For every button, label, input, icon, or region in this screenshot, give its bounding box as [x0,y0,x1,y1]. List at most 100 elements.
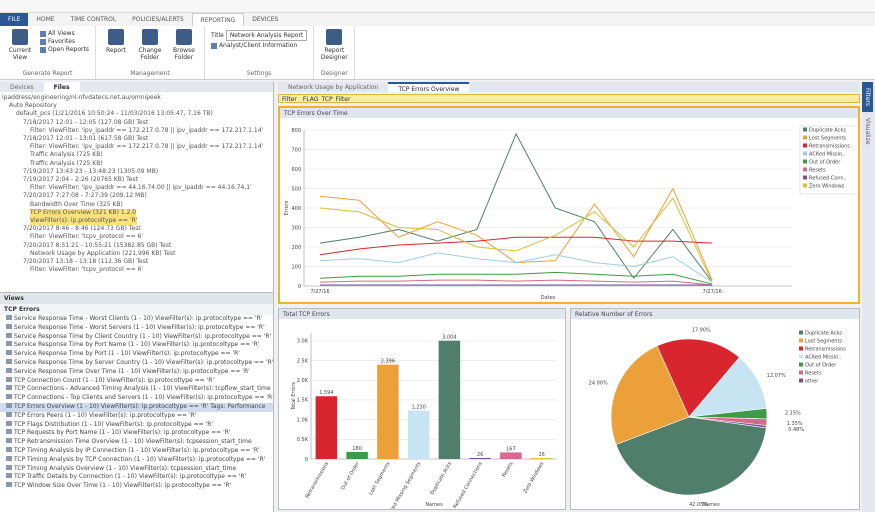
tree-label: Network Usage by Application (221,996 KB… [30,249,176,257]
menu-tab[interactable]: FILE [0,13,29,26]
tree-row[interactable]: Traffic Analysis (725 KB) [2,151,271,159]
ribbon: Generate Report Current View All Views Favo… [0,26,875,80]
ribbon-button[interactable]: Change Folder [136,29,164,61]
view-row[interactable]: Service Response Time by Port Name (1 - … [0,341,273,350]
doc-tab[interactable]: TCP Errors Overview [388,82,470,92]
tree-label: ViewFilter(s): ip.protocoltype == 'R' [30,217,138,226]
tree-label: Filter: ViewFilter: 'ipv_ipaddr == 172.2… [30,143,264,151]
view-row[interactable]: TCP Timing Analysis by TCP Connection (1… [0,455,273,465]
view-label: TCP Window Size Over Time (1 - 10) ViewF… [14,482,232,490]
view-row[interactable]: TCP Retransmission Time Overview (1 - 10… [0,438,273,447]
value-label: 12.07% [767,373,786,379]
tree-row[interactable]: ipaddress/engineering/nl-nfvdatecs.net.a… [2,94,271,102]
tree-row[interactable]: Filter: ViewFilter: 'ipv_ipaddr == 172.2… [2,127,271,135]
title-row: Title Network Analysis Report [211,30,308,41]
tree-label: 7/19/2017 2:04 - 2:26 (20765 KB) Test [23,176,138,184]
view-row[interactable]: TCP Window Size Over Time (1 - 10) ViewF… [0,482,273,491]
tree-row[interactable]: Network Usage by Application (221,996 KB… [2,250,271,258]
view-row[interactable]: Service Response Time by Client Country … [0,332,273,342]
doc-tab[interactable]: Network Usage by Application [288,84,379,91]
legend-label: Resets [809,168,826,174]
view-row[interactable]: TCP Connections - Top Clients and Server… [0,394,273,403]
x-tick-label: 7/27/16 [310,289,329,295]
panel-title: Relative Number of Errors [571,309,859,319]
tree-row[interactable]: 7/20/2017 13:18 - 13:18 (112.36 GB) Test [2,258,271,266]
tree-row[interactable]: default_pcs (1/21/2016 10:50:24 - 11/03/… [2,110,271,118]
y-tick-label: 0 [305,457,308,463]
icon [6,341,12,347]
view-row[interactable]: TCP Flags Distribution (1 - 10) ViewFilt… [0,420,273,430]
y-tick-label: 100 [291,264,301,270]
view-row[interactable]: TCP Connections - Advanced Timing Analys… [0,385,273,394]
series-line [319,236,713,256]
title-field[interactable]: Network Analysis Report [225,30,308,41]
side-tab[interactable]: Visualize [864,118,871,145]
left-tab[interactable]: Files [43,82,80,92]
menu-tab[interactable]: REPORTING [191,13,245,26]
value-label: 1.35% [787,421,803,427]
line-panel: TCP Errors Over Time 0 100 200 300 400 500 600… [278,106,860,304]
view-row[interactable]: TCP Errors Overview (1 - 10) ViewFilter(… [0,402,273,412]
view-row[interactable]: Service Response Time - Worst Clients (1… [0,315,273,324]
menu-tab[interactable]: TIME CONTROL [70,16,117,23]
icon [175,29,192,45]
ribbon-button[interactable]: Current View [6,29,34,61]
ribbon-group: Designer Report Designer [314,26,356,79]
side-tab[interactable]: Filters [862,82,873,112]
legend-swatch [799,338,803,343]
view-row[interactable]: Service Response Time by Port (1 - 10) V… [0,350,273,359]
menu-tab[interactable]: DEVICES [252,16,279,23]
tree-row[interactable]: Traffic Analysis (725 KB) [2,160,271,168]
tree-row[interactable]: 7/18/2017 12:01 - 13:01 (617.58 GB) Test [2,135,271,143]
group-name: Management [130,70,170,77]
ribbon-button[interactable]: Report [102,29,130,54]
tree-row[interactable]: Filter: ViewFilter: 'ipv_ipaddr == 172.2… [2,143,271,151]
tree-row[interactable]: 7/19/2017 13:43:23 - 13:48:23 (1305.09 M… [2,168,271,176]
pie-slice [688,357,767,418]
legend-label: Retransmissions [809,144,850,150]
button-label: Report Designer [320,47,348,61]
view-row[interactable]: TCP Traffic Details by Connection (1 - 1… [0,473,273,482]
bar [315,396,338,459]
y-tick-label: 2.0K [297,378,309,384]
view-row[interactable]: Service Response Time - Worst Servers (1… [0,323,273,333]
tree-row[interactable]: 7/20/2017 8:46 - 8:46 (124.73 GB) Test [2,225,271,233]
tree-row[interactable]: 7/20/2017 7:27:08 - 7:27:39 (209.12 MB) [2,192,271,200]
tree-row[interactable]: Filter: ViewFilter: 'ipv_ipaddr == 44.16… [2,184,271,192]
filter-value: FLAG_TCP_Filter [302,96,351,103]
ribbon-group: Management Report Change Folder Browse Fold… [96,26,205,79]
tree-row[interactable]: Filter: ViewFilter: 'tcpv_protocol == 6' [2,266,271,274]
icon [107,29,124,45]
tree-row[interactable]: 7/20/2017 8:51:21 - 10:55:21 (15382.85 G… [2,242,271,250]
tree-row[interactable]: Filter: ViewFilter: 'tcpv_protocol == 6' [2,233,271,241]
tree-row[interactable]: ViewFilter(s): ip.protocoltype == 'R' [2,217,271,226]
small-button[interactable]: Favorites [40,38,89,45]
tree-row[interactable]: Bandwidth Over Time (325 KB) [2,201,271,209]
tree-row[interactable]: TCP Errors Overview (321 KB) 1.2.0 [2,208,271,218]
left-tab[interactable]: Devices [10,84,34,91]
y-axis-label: Errors [284,200,290,215]
ribbon-button[interactable]: Report Designer [320,29,348,61]
value-label: 2.15% [785,410,801,416]
small-button[interactable]: Open Reports [40,46,89,53]
tree-row[interactable]: Auto Repository [2,102,271,110]
value-label: 1,594 [319,390,333,396]
small-button[interactable]: Analyst/Client Information [210,42,307,49]
ribbon-button[interactable]: Browse Folder [170,29,198,61]
view-row[interactable]: TCP Requests by Port Name (1 - 10) ViewF… [0,429,273,438]
view-row[interactable]: TCP Timing Analysis by IP Connection (1 … [0,446,273,456]
tree-row[interactable]: 7/19/2017 2:04 - 2:26 (20765 KB) Test [2,176,271,184]
menu-tab[interactable]: HOME [36,16,55,23]
legend-swatch [803,175,807,180]
legend-swatch [799,346,803,351]
y-tick-label: 500 [291,186,301,192]
tree-row[interactable]: 7/18/2017 12:01 - 12:05 (127.08 GB) Test [2,119,271,127]
menu-tab[interactable]: POLICIES/ALERTS [132,16,184,23]
view-row[interactable]: TCP Errors Peers (1 - 10) ViewFilter(s):… [0,411,273,421]
view-row[interactable]: TCP Timing Analysis Overview (1 - 10) Vi… [0,464,273,474]
view-row[interactable]: TCP Connection Count (1 - 10) ViewFilter… [0,376,273,386]
view-row[interactable]: Service Response Time Over Time (1 - 10)… [0,367,273,377]
series-line [319,279,713,286]
view-row[interactable]: Service Response Time by Server Country … [0,358,273,368]
small-button[interactable]: All Views [40,30,89,37]
